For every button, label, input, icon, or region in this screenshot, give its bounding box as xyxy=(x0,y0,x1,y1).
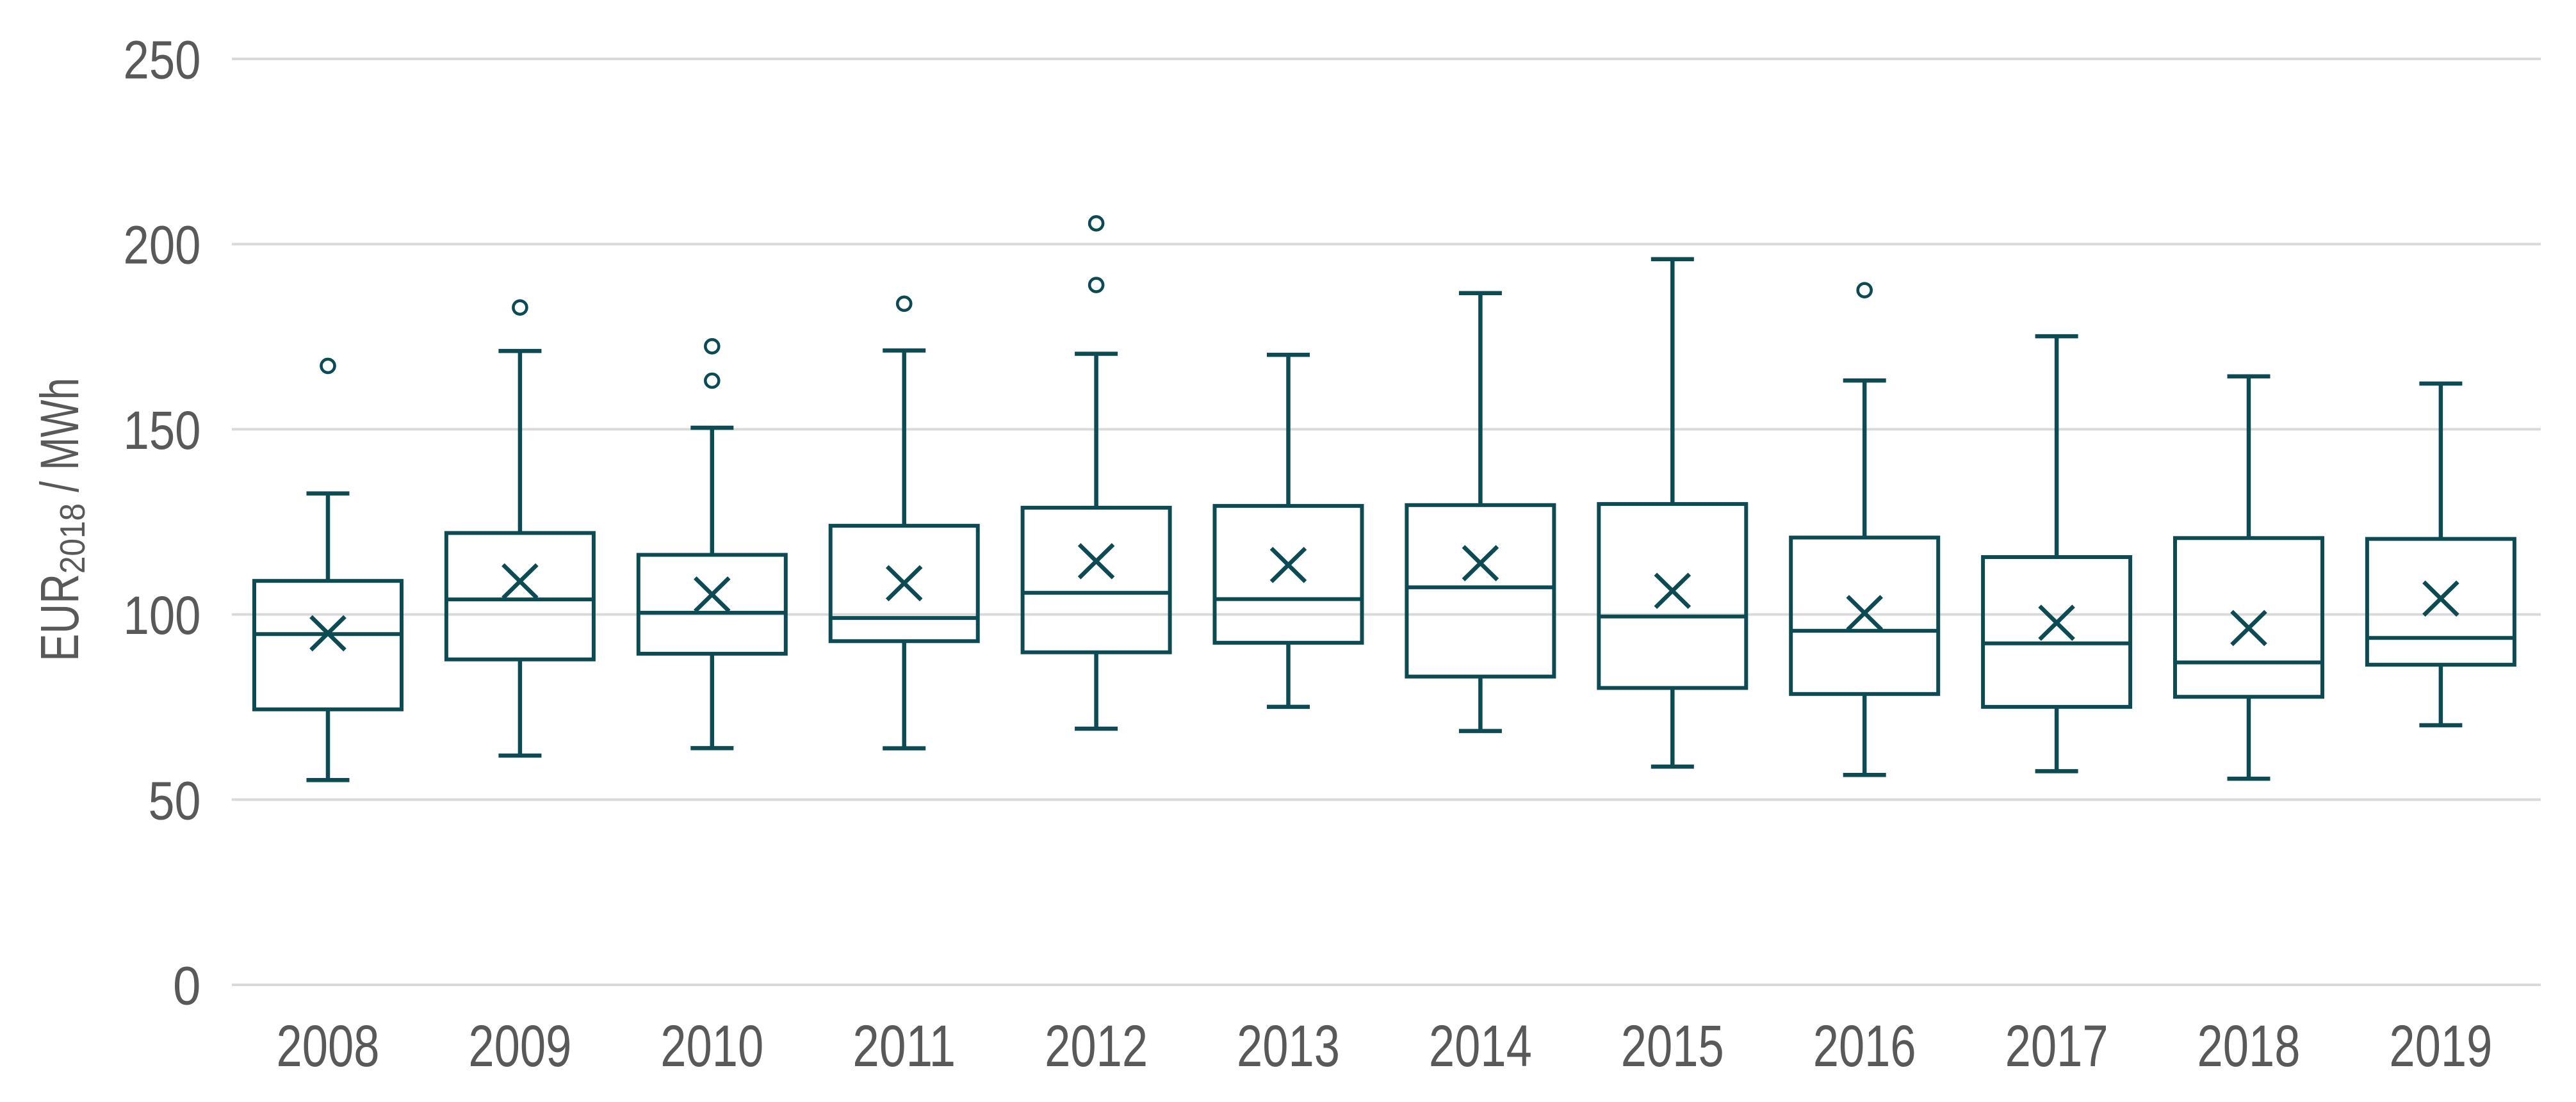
svg-text:50: 50 xyxy=(149,770,201,831)
svg-text:2014: 2014 xyxy=(1429,1014,1532,1079)
svg-text:100: 100 xyxy=(124,585,201,645)
svg-text:2018: 2018 xyxy=(2197,1014,2301,1079)
svg-text:2016: 2016 xyxy=(1813,1014,1916,1079)
svg-text:250: 250 xyxy=(124,30,201,90)
svg-text:2011: 2011 xyxy=(852,1014,956,1079)
svg-text:200: 200 xyxy=(124,215,201,275)
svg-text:2009: 2009 xyxy=(468,1014,571,1079)
svg-text:2010: 2010 xyxy=(660,1014,763,1079)
svg-text:150: 150 xyxy=(124,400,201,460)
svg-text:0: 0 xyxy=(173,956,201,1016)
svg-text:2008: 2008 xyxy=(277,1014,380,1079)
svg-text:2017: 2017 xyxy=(2005,1014,2108,1079)
svg-text:2015: 2015 xyxy=(1621,1014,1724,1079)
svg-text:EUR2018 / MWh: EUR2018 / MWh xyxy=(29,378,92,661)
svg-text:2013: 2013 xyxy=(1237,1014,1340,1079)
svg-text:2019: 2019 xyxy=(2389,1014,2492,1079)
svg-text:2012: 2012 xyxy=(1045,1014,1148,1079)
